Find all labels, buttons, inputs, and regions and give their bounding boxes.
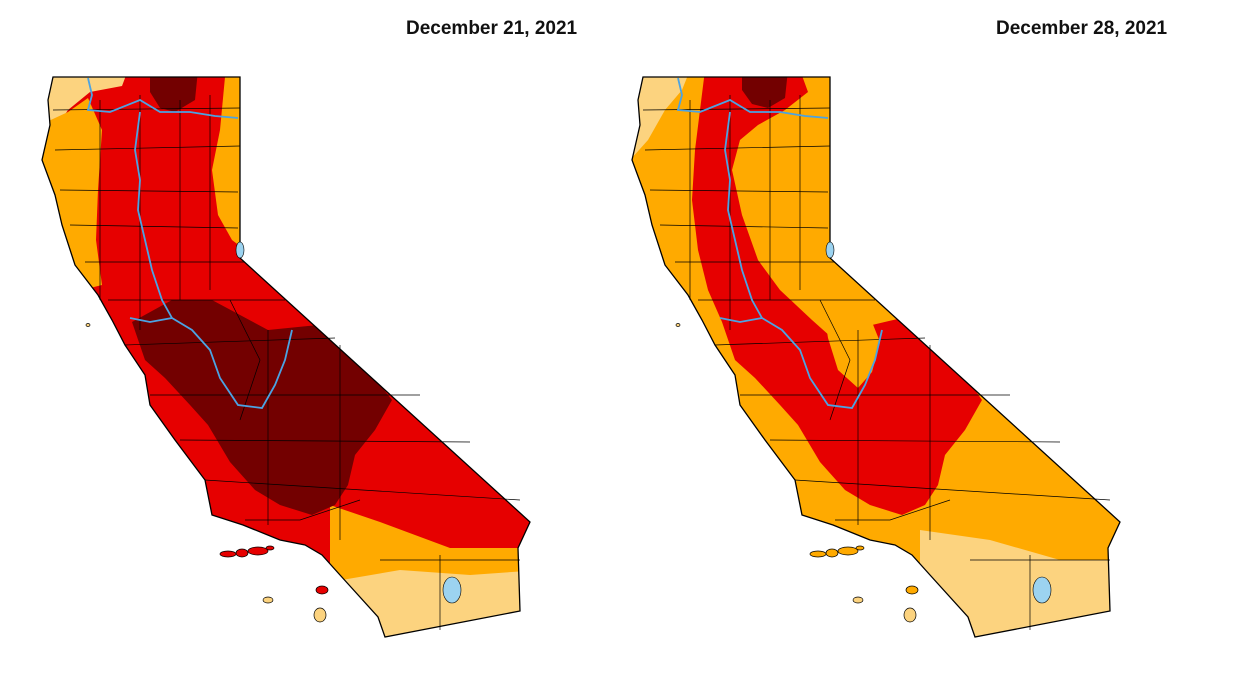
state-outline <box>631 76 1121 638</box>
lake-tahoe <box>235 241 245 259</box>
salton-sea <box>1032 576 1052 604</box>
map-title: December 28, 2021 <box>996 18 1168 39</box>
moderate-drought-area <box>822 300 880 388</box>
abnormally-dry-area <box>632 77 690 160</box>
abnormally-dry-area <box>330 570 530 637</box>
county-boundaries <box>642 95 1111 630</box>
rivers <box>676 77 883 409</box>
channel-islands <box>85 323 329 623</box>
salton-sea <box>442 576 462 604</box>
map-panel-dec-21: December 21, 2021 <box>41 18 578 638</box>
state-outline <box>41 76 531 638</box>
channel-islands <box>675 323 919 623</box>
california-drought-map <box>631 76 1121 638</box>
lake-tahoe <box>825 241 835 259</box>
map-title: December 21, 2021 <box>406 18 578 39</box>
rivers <box>86 77 293 409</box>
map-panel-dec-28: December 28, 2021 <box>590 0 1215 675</box>
moderate-drought-area <box>212 77 245 250</box>
california-drought-map <box>41 76 531 638</box>
county-boundaries <box>52 95 521 630</box>
extreme-drought-area <box>742 77 788 108</box>
severe-drought-area <box>692 77 982 515</box>
moderate-drought-area <box>42 98 102 290</box>
extreme-drought-area <box>150 77 198 112</box>
